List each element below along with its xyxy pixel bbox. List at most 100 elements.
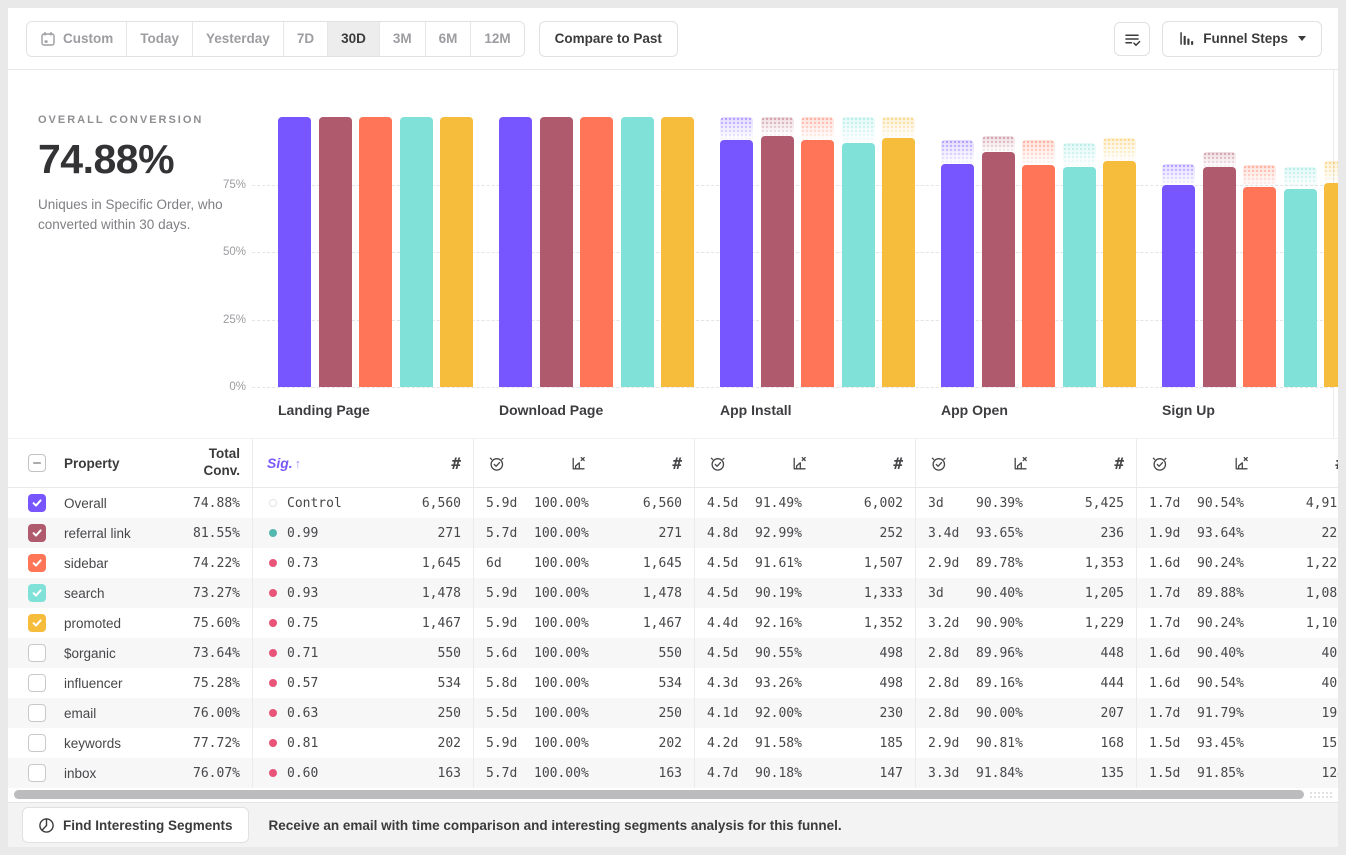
time-to-convert-value: 3.4d: [928, 525, 960, 541]
date-range-30d[interactable]: 30D: [328, 21, 380, 56]
step-cell: 1.7d 90.24% 1,109: [1136, 608, 1338, 638]
funnel-bar-search-App-Open[interactable]: [1062, 166, 1096, 387]
row-checkbox-checked[interactable]: [28, 554, 46, 572]
table-row-overall[interactable]: Overall 74.88% Control 6,560 5.9d 100.00% 6,56…: [8, 488, 1338, 518]
funnel-bar-Overall-App-Open[interactable]: [941, 163, 974, 387]
row-checkbox-checked[interactable]: [28, 494, 46, 512]
date-range-3m[interactable]: 3M: [379, 21, 426, 56]
funnel-bar-referral-link-Download-Page[interactable]: [539, 117, 573, 387]
funnel-bar-promoted-App-Open[interactable]: [1103, 160, 1136, 387]
count-column-icon[interactable]: #: [1114, 453, 1124, 473]
conversion-rate-icon[interactable]: [570, 455, 587, 472]
conversion-rate-icon[interactable]: [791, 455, 808, 472]
time-to-convert-value: 5.9d: [486, 495, 518, 511]
table-row-promoted[interactable]: promoted 75.60% 0.75 1,467 5.9d 100.00% 1,467 4…: [8, 608, 1338, 638]
funnel-bar-referral-link-Landing-Page[interactable]: [318, 117, 352, 387]
step-cell: 5.9d 100.00% 202: [473, 728, 694, 758]
date-range-yesterday[interactable]: Yesterday: [193, 21, 284, 56]
conversion-rate-value: 100.00%: [534, 585, 589, 601]
table-row-email[interactable]: email 76.00% 0.63 250 5.5d 100.00% 250 4.1d 92.0…: [8, 698, 1338, 728]
count-column-icon[interactable]: #: [893, 453, 903, 473]
step-cell: 1.7d 89.88% 1,083: [1136, 578, 1338, 608]
table-row-search[interactable]: search 73.27% 0.93 1,478 5.9d 100.00% 1,478 4.5…: [8, 578, 1338, 608]
row-checkbox-checked[interactable]: [28, 584, 46, 602]
count-column-icon[interactable]: #: [451, 453, 461, 473]
funnel-bar-Overall-Sign-Up[interactable]: [1162, 184, 1195, 387]
funnel-steps-dropdown[interactable]: Funnel Steps: [1162, 20, 1322, 57]
conversion-rate-value: 90.24%: [1197, 555, 1244, 571]
table-body: Overall 74.88% Control 6,560 5.9d 100.00% 6,56…: [8, 488, 1338, 788]
funnel-bar-referral-link-App-Open[interactable]: [981, 151, 1015, 387]
property-column-header[interactable]: Property: [64, 455, 120, 471]
funnel-bar-sidebar-App-Install[interactable]: [801, 139, 834, 387]
date-range-today[interactable]: Today: [127, 21, 194, 56]
sig-column-header[interactable]: Sig. ↑: [267, 455, 302, 471]
row-checkbox-unchecked[interactable]: [28, 644, 46, 662]
date-range-12m[interactable]: 12M: [471, 21, 524, 56]
time-to-convert-value: 3.2d: [928, 615, 960, 631]
funnel-bar-sidebar-Landing-Page[interactable]: [359, 117, 392, 387]
property-cell: $organic 73.64%: [8, 638, 252, 668]
date-range-7d[interactable]: 7D: [283, 21, 329, 56]
step-cell: 1.6d 90.24% 1,221: [1136, 548, 1338, 578]
table-row-sidebar[interactable]: sidebar 74.22% 0.73 1,645 6d 100.00% 1,645 4.5d…: [8, 548, 1338, 578]
sig-dot-pink: [269, 619, 277, 627]
step-count: 190: [1321, 705, 1338, 721]
table-row-$organic[interactable]: $organic 73.64% 0.71 550 5.6d 100.00% 550 4.5d 9…: [8, 638, 1338, 668]
table-row-keywords[interactable]: keywords 77.72% 0.81 202 5.9d 100.00% 202 4.2d 9…: [8, 728, 1338, 758]
time-to-convert-icon[interactable]: [488, 455, 505, 472]
funnel-bar-referral-link-App-Install[interactable]: [760, 135, 794, 387]
count-column-icon[interactable]: #: [1335, 454, 1338, 473]
count-column-icon[interactable]: #: [672, 453, 682, 473]
step-count: 5,425: [1084, 495, 1124, 511]
conversion-rate-icon[interactable]: [1233, 455, 1250, 472]
funnel-bar-search-App-Install[interactable]: [841, 143, 875, 387]
table-row-referral-link[interactable]: referral link 81.55% 0.99 271 5.7d 100.00% 271…: [8, 518, 1338, 548]
funnel-bar-Overall-Download-Page[interactable]: [499, 117, 532, 387]
time-to-convert-icon[interactable]: [1151, 455, 1168, 472]
breakdown-table: Property Total Conv. Sig.↑ # # # # # Overall 7…: [8, 438, 1338, 788]
funnel-bar-search-Download-Page[interactable]: [620, 117, 654, 387]
table-row-influencer[interactable]: influencer 75.28% 0.57 534 5.8d 100.00% 534 4.3…: [8, 668, 1338, 698]
time-to-convert-icon[interactable]: [930, 455, 947, 472]
list-check-button[interactable]: [1114, 21, 1151, 56]
conversion-rate-icon[interactable]: [1012, 455, 1029, 472]
horizontal-scrollbar[interactable]: [8, 788, 1338, 802]
funnel-bar-search-Sign-Up[interactable]: [1283, 189, 1317, 387]
time-to-convert-value: 3d: [928, 585, 944, 601]
funnel-bar-sidebar-App-Open[interactable]: [1022, 164, 1055, 387]
step-cell: 4.7d 90.18% 147: [694, 758, 915, 788]
time-to-convert-value: 1.7d: [1149, 705, 1181, 721]
step-count: 163: [437, 765, 461, 781]
table-row-inbox[interactable]: inbox 76.07% 0.60 163 5.7d 100.00% 163 4.7d 90.1…: [8, 758, 1338, 788]
date-range-custom[interactable]: Custom: [27, 21, 128, 56]
funnel-bar-sidebar-Download-Page[interactable]: [580, 117, 613, 387]
funnel-bar-Overall-App-Install[interactable]: [720, 139, 753, 387]
row-checkbox-unchecked[interactable]: [28, 704, 46, 722]
drop-off-ghost: [1202, 151, 1236, 169]
scrollbar-thumb[interactable]: [14, 790, 1304, 799]
funnel-bar-promoted-Download-Page[interactable]: [661, 117, 694, 387]
funnel-bar-referral-link-Sign-Up[interactable]: [1202, 166, 1236, 387]
row-checkbox-checked[interactable]: [28, 524, 46, 542]
find-interesting-segments-button[interactable]: Find Interesting Segments: [22, 807, 249, 843]
funnel-bar-search-Landing-Page[interactable]: [399, 117, 433, 387]
funnel-bar-promoted-Landing-Page[interactable]: [440, 117, 473, 387]
row-checkbox-unchecked[interactable]: [28, 674, 46, 692]
funnel-bar-promoted-App-Install[interactable]: [882, 138, 915, 387]
compare-to-past-button[interactable]: Compare to Past: [538, 20, 678, 57]
total-conv-column-header[interactable]: Total Conv.: [203, 446, 241, 478]
sig-cell: 0.63 250: [252, 698, 473, 728]
funnel-bar-promoted-Sign-Up[interactable]: [1324, 182, 1338, 387]
row-checkbox-unchecked[interactable]: [28, 734, 46, 752]
funnel-bar-sidebar-Sign-Up[interactable]: [1243, 186, 1276, 387]
row-checkbox-unchecked[interactable]: [28, 764, 46, 782]
row-checkbox-checked[interactable]: [28, 614, 46, 632]
conversion-rate-value: 93.45%: [1197, 735, 1244, 751]
select-all-checkbox[interactable]: [28, 454, 46, 472]
funnel-bar-Overall-Landing-Page[interactable]: [278, 117, 311, 387]
overall-conversion-value: 74.88%: [38, 136, 175, 182]
time-to-convert-icon[interactable]: [709, 455, 726, 472]
date-range-6m[interactable]: 6M: [425, 21, 472, 56]
step-count: 1,478: [642, 585, 682, 601]
